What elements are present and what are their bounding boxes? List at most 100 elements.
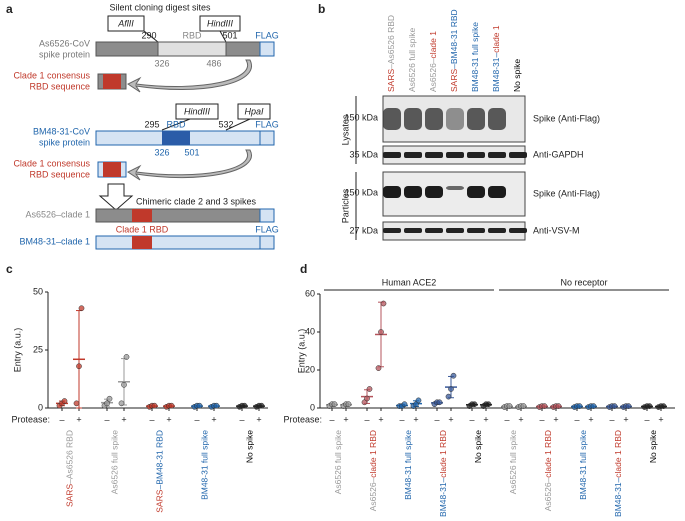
data-point <box>520 403 527 409</box>
data-point <box>611 403 618 409</box>
label-part: SARS <box>65 484 75 507</box>
group-label: No spike <box>473 430 483 463</box>
data-point <box>625 403 632 409</box>
panel-label: b <box>318 2 325 16</box>
label-part: clade 1 RBD <box>438 430 448 478</box>
data-point <box>471 401 478 408</box>
condition-label: – <box>609 414 614 424</box>
flag-label: FLAG <box>255 119 279 129</box>
site-box <box>175 103 219 120</box>
group-label: As6526 full spike <box>508 430 518 495</box>
band <box>425 228 443 233</box>
group-label: BM48-31 full spike <box>200 430 210 500</box>
condition-label: + <box>483 414 488 424</box>
data-point <box>258 402 265 409</box>
y-tick-label: 0 <box>310 402 315 412</box>
condition-label: + <box>553 414 558 424</box>
group-label: No spike <box>245 430 255 463</box>
condition-label: – <box>574 414 579 424</box>
panel-label: c <box>6 262 13 276</box>
site: HpaI <box>244 106 264 116</box>
label-part: clade 1 RBD <box>543 430 553 478</box>
data-point <box>506 403 513 409</box>
condition-label: + <box>211 414 216 424</box>
site: HindIII <box>184 106 211 116</box>
label-part: SARS <box>449 69 459 92</box>
condition-label: + <box>76 414 81 424</box>
band <box>509 152 527 158</box>
site: HindIII <box>207 18 234 28</box>
insert-label: RBD sequence <box>29 81 90 91</box>
flag-label: FLAG <box>255 30 279 40</box>
y-tick-label: 25 <box>33 344 43 354</box>
condition-label: – <box>539 414 544 424</box>
band <box>404 186 422 198</box>
group-label: SARS–BM48-31 RBD <box>155 430 165 513</box>
position: 501 <box>222 30 237 40</box>
band <box>425 108 443 130</box>
insert-label: Clade 1 consensus <box>13 70 90 80</box>
label-part: SARS <box>155 489 165 512</box>
condition-title: Protease: <box>283 414 322 424</box>
band <box>467 228 485 233</box>
receptor-label: No receptor <box>560 277 607 287</box>
data-point <box>576 403 583 409</box>
label-part: BM48-31– <box>438 477 448 516</box>
band <box>404 228 422 233</box>
data-point <box>78 305 85 312</box>
flag-label: FLAG <box>255 224 279 234</box>
label-part: As6526– <box>543 477 553 511</box>
connector <box>161 118 191 131</box>
condition-label: – <box>504 414 509 424</box>
band <box>467 108 485 130</box>
label-part: No spike <box>245 430 255 463</box>
site-box <box>237 103 271 120</box>
position: 486 <box>206 58 221 68</box>
condition-title: Protease: <box>11 414 50 424</box>
data-point <box>364 395 370 402</box>
condition-label: – <box>329 414 334 424</box>
label-part: BM48-31– <box>613 477 623 516</box>
lane-label: As6526 full spike <box>407 27 417 92</box>
condition-label: – <box>434 414 439 424</box>
rbd-label: RBD <box>166 119 186 129</box>
spike-bar <box>95 235 275 250</box>
label-part: No spike <box>473 430 483 463</box>
data-point <box>436 399 443 406</box>
band <box>404 108 422 130</box>
data-point <box>121 381 127 388</box>
antibody-label: Spike (Anti-Flag) <box>533 113 600 123</box>
flag-region <box>259 208 275 223</box>
flag-region <box>259 41 275 57</box>
section-label: Lysates <box>340 114 350 145</box>
lane-label: BM48-31 full spike <box>470 22 480 92</box>
label-part: clade 1 <box>428 31 438 59</box>
size-label: 150 kDa <box>344 187 378 197</box>
label-part: BM48-31 full spike <box>403 430 413 500</box>
condition-label: – <box>399 414 404 424</box>
data-point <box>73 400 80 407</box>
band <box>383 228 401 233</box>
arrow <box>127 149 252 181</box>
condition-label: – <box>364 414 369 424</box>
group-label: BM48-31 full spike <box>578 430 588 500</box>
condition-label: + <box>588 414 593 424</box>
data-point <box>168 402 175 409</box>
group-label: As6526–clade 1 RBD <box>368 430 378 511</box>
y-tick-label: 50 <box>33 286 43 296</box>
data-point <box>61 398 68 404</box>
data-point <box>660 403 667 409</box>
y-tick-label: 60 <box>305 288 315 298</box>
data-point <box>118 400 125 407</box>
data-point <box>106 395 113 402</box>
position: 532 <box>218 119 233 129</box>
spike-name: spike protein <box>39 137 90 147</box>
band <box>383 108 401 130</box>
group-label: BM48-31 full spike <box>403 430 413 500</box>
condition-label: + <box>343 414 348 424</box>
data-point <box>76 363 82 370</box>
antibody-label: Anti-GAPDH <box>533 149 584 159</box>
lane-label: SARS–BM48-31 RBD <box>449 9 459 92</box>
data-point <box>241 402 248 409</box>
